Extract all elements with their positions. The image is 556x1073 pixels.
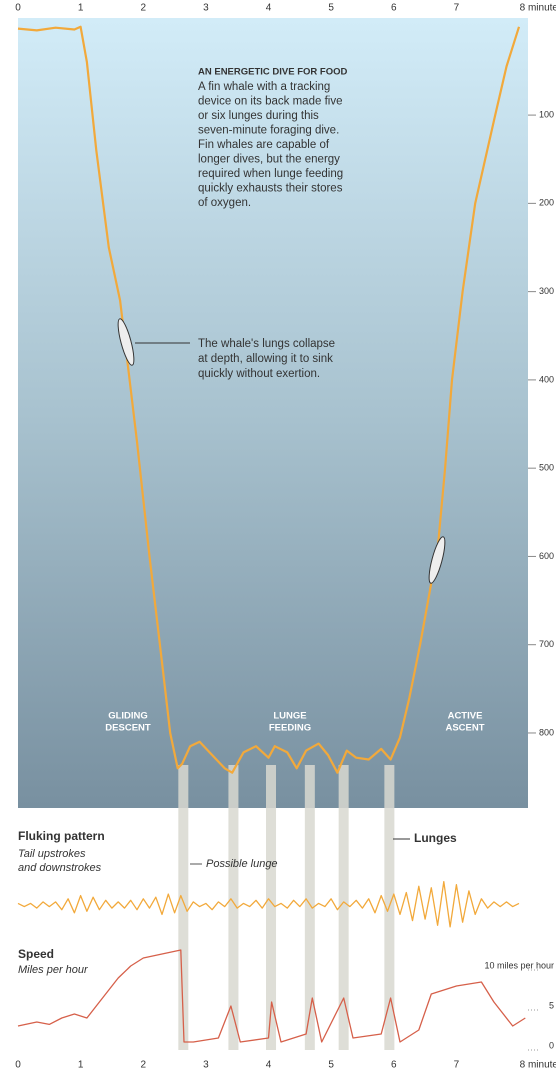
dive-description: quickly exhausts their stores: [198, 183, 343, 195]
speed-line: [17, 949, 526, 1043]
dive-description: or six lunges during this: [198, 110, 319, 122]
whale-icon: [428, 536, 446, 584]
x-tick-label: 6: [391, 1060, 397, 1071]
panel-title: Speed: [18, 947, 54, 961]
y-tick-label: 400: [539, 374, 554, 384]
dive-description: A fin whale with a tracking: [198, 81, 330, 93]
dive-description: of oxygen.: [198, 197, 251, 209]
whale-icon: [117, 318, 135, 366]
x-tick-label: 0: [15, 1060, 21, 1071]
sea-panel: [18, 18, 528, 808]
x-tick-label: 3: [203, 1060, 209, 1071]
y-tick-label: 200: [539, 198, 554, 208]
lunge-label: Lunges: [414, 831, 457, 845]
x-tick-label: 5: [328, 3, 334, 14]
dive-description: required when lunge feeding: [198, 168, 343, 180]
x-tick-label: 2: [140, 1060, 146, 1071]
fluking-line: [17, 880, 520, 928]
x-tick-label: 8 minutes: [520, 3, 556, 14]
phase-label: GLIDING: [108, 711, 148, 722]
lunge-bar: [266, 765, 277, 1050]
y-tick-label: 5: [549, 1000, 554, 1010]
phase-label: FEEDING: [269, 723, 311, 734]
y-tick-label: 300: [539, 286, 554, 296]
phase-label: ASCENT: [445, 723, 484, 734]
lunge-bar: [228, 765, 239, 1050]
y-tick-label: 0: [549, 1040, 554, 1050]
lunge-bar: [178, 765, 189, 1050]
x-tick-label: 8 minutes: [520, 1060, 556, 1071]
phase-label: LUNGE: [273, 711, 306, 722]
panel-subtitle: and downstrokes: [18, 862, 102, 874]
lunge-bar: [338, 765, 349, 1050]
y-tick-label: 100 feet: [539, 109, 556, 119]
x-tick-label: 4: [266, 1060, 272, 1071]
x-tick-label: 2: [140, 3, 146, 14]
marks: 0 1 2 3 4 5 6 7 8 minutes 0 1 2 3 4 5 6 7 8 minutes 100 fe…: [15, 3, 556, 1071]
x-tick-label: 4: [266, 3, 272, 14]
dive-description: Fin whales are capable of: [198, 139, 330, 151]
x-tick-label: 1: [78, 1060, 84, 1071]
y-tick-label: 700: [539, 639, 554, 649]
panel-subtitle: Miles per hour: [18, 964, 89, 976]
x-tick-label: 6: [391, 3, 397, 14]
panel-title: Fluking pattern: [18, 829, 105, 843]
y-tick-label: 800 feet: [539, 727, 556, 737]
y-tick-label: 600: [539, 551, 554, 561]
annotation: quickly without exertion.: [198, 368, 320, 380]
phase-label: ACTIVE: [448, 711, 483, 722]
x-tick-label: 3: [203, 3, 209, 14]
y-tick-label: 10 miles per hour: [484, 960, 554, 970]
y-tick-label: 500: [539, 463, 554, 473]
x-tick-label: 0: [15, 3, 21, 14]
dive-description: device on its back made five: [198, 96, 342, 108]
dive-description: seven-minute foraging dive.: [198, 125, 339, 137]
phase-label: DESCENT: [105, 723, 151, 734]
x-tick-label: 5: [328, 1060, 334, 1071]
dive-title: AN ENERGETIC DIVE FOR FOOD: [198, 67, 348, 78]
dive-description: longer dives, but the energy: [198, 154, 340, 166]
x-tick-label: 1: [78, 3, 84, 14]
panel-subtitle: Tail upstrokes: [18, 848, 86, 860]
annotation: The whale's lungs collapse: [198, 338, 335, 350]
lunge-label: Possible lunge: [206, 858, 278, 870]
x-tick-label: 7: [454, 3, 460, 14]
annotation: at depth, allowing it to sink: [198, 353, 333, 365]
x-tick-label: 7: [454, 1060, 460, 1071]
lunge-bar: [304, 765, 315, 1050]
